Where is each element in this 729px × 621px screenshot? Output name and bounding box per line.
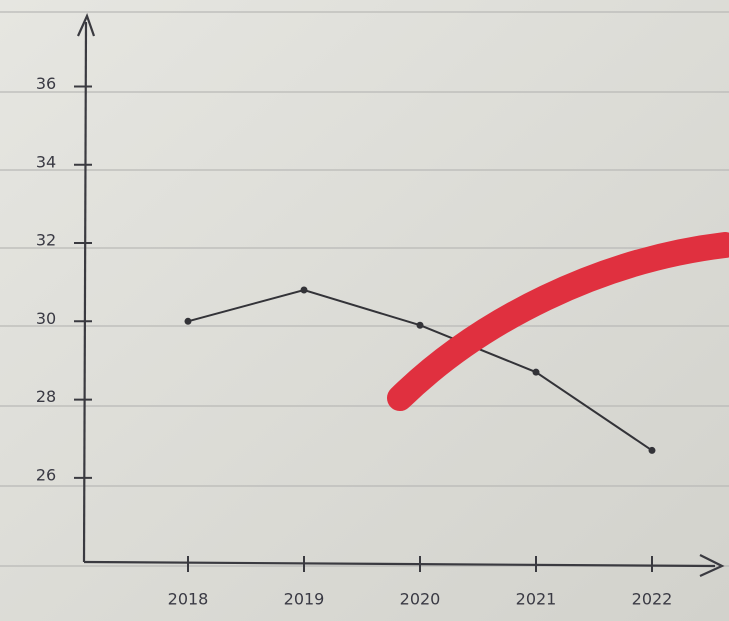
- x-tick-label: 2021: [516, 590, 557, 609]
- paper: [0, 0, 729, 621]
- y-tick-label: 28: [36, 387, 56, 406]
- data-point: [417, 322, 424, 329]
- y-tick-label: 34: [36, 152, 56, 171]
- data-point: [301, 287, 308, 294]
- y-tick-label: 30: [36, 309, 56, 328]
- x-tick-label: 2020: [400, 590, 441, 609]
- data-point: [533, 369, 540, 376]
- data-point: [185, 318, 192, 325]
- y-tick-label: 36: [36, 74, 56, 93]
- x-tick-label: 2019: [284, 590, 325, 609]
- y-tick-label: 26: [36, 465, 56, 484]
- data-point: [649, 447, 656, 454]
- x-tick-label: 2022: [632, 590, 673, 609]
- chart: 26 28 30 32 34 36 2018 2019 2020 2021 2022: [0, 0, 729, 621]
- x-tick-label: 2018: [168, 590, 209, 609]
- y-tick-label: 32: [36, 231, 56, 250]
- page: {"chart_data": {"type": "line", "categor…: [0, 0, 729, 621]
